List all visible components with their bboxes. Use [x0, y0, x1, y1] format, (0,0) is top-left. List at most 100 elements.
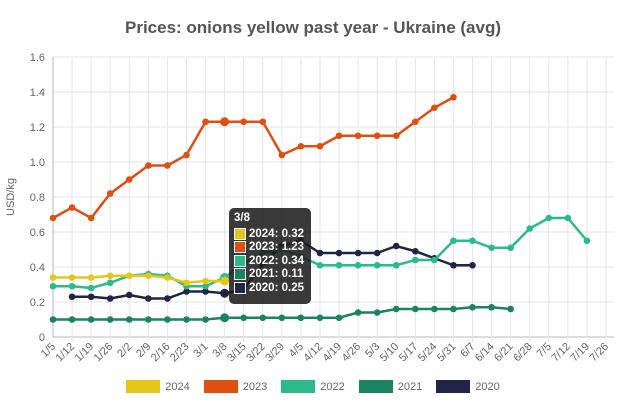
- data-point-2024: [49, 274, 57, 281]
- data-point-2021: [145, 316, 152, 323]
- x-tick-label: 6/14: [473, 341, 497, 365]
- data-point-2021: [488, 303, 495, 311]
- data-point-2020: [412, 247, 419, 255]
- x-tick-label: 2/23: [168, 341, 192, 365]
- data-point-2021: [431, 305, 438, 313]
- data-point-2022: [68, 282, 76, 290]
- y-tick-label: 1.4: [30, 87, 45, 99]
- data-point-2024: [125, 272, 133, 280]
- data-point-2022: [335, 261, 343, 269]
- data-point-2021: [220, 313, 230, 323]
- legend-item-2020[interactable]: 2020: [436, 380, 500, 393]
- legend-item-2024[interactable]: 2024: [126, 380, 190, 393]
- data-point-2021: [278, 314, 286, 322]
- data-point-2021: [469, 303, 476, 311]
- data-point-2021: [297, 314, 305, 322]
- data-point-2023: [259, 118, 267, 126]
- data-point-2020: [68, 293, 76, 301]
- data-point-2024: [68, 274, 76, 281]
- tooltip-value: 2021: 0.11: [249, 268, 304, 281]
- tooltip-row: 2023: 1.23: [234, 241, 306, 255]
- x-tick-label: 2/16: [149, 341, 173, 365]
- x-tick-label: 7/12: [549, 341, 573, 365]
- data-point-2020: [469, 261, 476, 269]
- data-point-2020: [87, 293, 95, 301]
- data-point-2020: [106, 295, 114, 302]
- data-point-2020: [202, 288, 209, 295]
- data-point-2021: [259, 314, 267, 322]
- data-point-2022: [412, 256, 419, 264]
- data-point-2020: [373, 249, 381, 257]
- y-tick-label: 0.8: [30, 192, 45, 204]
- data-point-2024: [183, 279, 190, 287]
- data-point-2021: [450, 305, 457, 313]
- data-point-2024: [202, 277, 209, 285]
- y-tick-label: 0.6: [30, 227, 45, 239]
- data-point-2020: [450, 261, 457, 269]
- x-tick-label: 5/17: [397, 341, 421, 365]
- data-point-2022: [450, 237, 457, 245]
- data-point-2020: [125, 291, 133, 299]
- series-line-2023: [52, 96, 455, 220]
- legend-label: 2020: [475, 380, 500, 393]
- data-point-2021: [412, 305, 419, 313]
- data-point-2021: [354, 309, 362, 316]
- data-point-2021: [392, 305, 400, 313]
- data-point-2021: [335, 314, 343, 322]
- legend-label: 2021: [397, 380, 423, 393]
- data-point-2021: [202, 316, 209, 323]
- data-point-2022: [469, 237, 476, 245]
- data-point-2024: [220, 276, 230, 286]
- x-tick-label: 4/19: [321, 341, 345, 365]
- legend-item-2022[interactable]: 2022: [281, 380, 345, 393]
- data-point-2022: [431, 256, 438, 264]
- y-tick-label: 0: [39, 332, 45, 344]
- data-point-2021: [125, 316, 133, 323]
- data-point-2020: [220, 288, 230, 298]
- data-point-2022: [507, 244, 514, 252]
- x-tick-label: 3/22: [244, 341, 268, 365]
- data-point-2022: [354, 261, 362, 269]
- legend-item-2023[interactable]: 2023: [203, 380, 268, 393]
- data-point-2022: [545, 214, 553, 222]
- legend-item-2021[interactable]: 2021: [358, 380, 423, 393]
- tooltip-value: 2022: 0.34: [249, 254, 304, 267]
- data-point-2022: [49, 282, 57, 290]
- data-point-2023: [220, 117, 230, 127]
- data-point-2020: [392, 242, 400, 250]
- y-tick-label: 1.2: [30, 122, 45, 134]
- data-point-2022: [392, 261, 400, 269]
- data-point-2021: [68, 316, 76, 323]
- x-tick-label: 1/19: [73, 341, 97, 365]
- x-tick-label: 6/21: [492, 341, 516, 365]
- chart-title: Prices: onions yellow past year - Ukrain…: [124, 18, 502, 37]
- data-point-2022: [488, 244, 495, 252]
- legend-label: 2023: [242, 380, 268, 393]
- tooltip: 3/8 2024: 0.32 2023: 1.23 2022: 0.34 2021: …: [229, 208, 311, 304]
- data-point-2021: [164, 316, 171, 323]
- y-tick-label: 1.0: [30, 157, 45, 169]
- x-tick-label: 6/28: [511, 341, 535, 365]
- x-tick-label: 1/12: [54, 341, 78, 365]
- data-point-2020: [164, 295, 171, 302]
- legend-swatch: [281, 380, 316, 393]
- x-tick-label: 5/31: [435, 341, 459, 365]
- x-tick-label: 3/29: [263, 341, 287, 365]
- data-point-2022: [583, 237, 591, 245]
- y-tick-label: 1.6: [30, 52, 45, 64]
- series-line-2024: [53, 274, 225, 285]
- tooltip-swatch: [234, 281, 246, 294]
- y-tick-label: 0.4: [30, 262, 45, 274]
- x-tick-label: 7/26: [587, 341, 611, 365]
- x-tick-label: 5/24: [416, 341, 440, 365]
- data-point-2021: [240, 314, 247, 322]
- data-point-2023: [450, 93, 457, 101]
- x-tick-label: 5/10: [378, 341, 402, 365]
- x-tick-label: 7/19: [568, 341, 592, 365]
- tooltip-swatch: [234, 227, 246, 240]
- tooltip-swatch: [234, 268, 246, 281]
- data-point-2023: [354, 132, 362, 140]
- data-point-2023: [145, 162, 152, 169]
- data-point-2021: [373, 309, 381, 316]
